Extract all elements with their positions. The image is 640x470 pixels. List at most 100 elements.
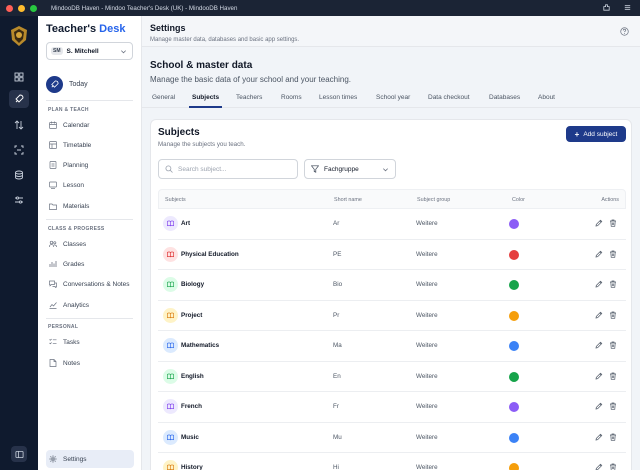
edit-icon[interactable] [595,219,603,227]
subject-group-filter[interactable]: Fachgruppe [304,159,396,179]
subject-group: Weitere [416,342,438,349]
table-row[interactable]: Music Mu Weitere [158,423,626,453]
trash-icon[interactable] [609,463,617,470]
search-icon [165,165,173,173]
trash-icon[interactable] [609,219,617,227]
edit-icon[interactable] [595,463,603,470]
tab-teachers[interactable]: Teachers [236,94,263,101]
sidebar-item-today[interactable]: Today [46,76,88,93]
subject-group: Weitere [416,403,438,410]
minimize-window-button[interactable] [18,4,25,12]
extensions-icon[interactable] [602,3,611,12]
sidebar-item-analytics[interactable]: Analytics [46,298,134,312]
sidebar-item-calendar[interactable]: Calendar [46,118,134,132]
sidebar-item-grades[interactable]: Grades [46,257,134,271]
rail-rocket-icon[interactable] [9,90,29,108]
subject-name: History [181,464,203,470]
edit-icon[interactable] [595,280,603,288]
subject-color-swatch [509,432,519,443]
sidebar-item-notes[interactable]: Notes [46,356,134,370]
plus-icon: + [574,129,580,139]
page-subtitle: Manage master data, databases and basic … [150,37,300,43]
user-select[interactable]: SM S. Mitchell [46,42,133,60]
subject-group: Weitere [416,250,438,258]
edit-icon[interactable] [595,311,603,319]
edit-icon[interactable] [595,433,603,441]
subject-color-swatch [509,371,519,382]
subjects-card: Subjects Manage the subjects you teach. … [150,119,632,470]
table-row[interactable]: Project Pr Weitere [158,301,626,331]
table-row[interactable]: Art Ar Weitere [158,209,626,240]
edit-icon[interactable] [595,250,603,258]
card-subtitle: Manage the subjects you teach. [158,141,246,148]
notes-icon [49,359,57,367]
table-row[interactable]: French Fr Weitere [158,392,626,423]
timetable-icon [49,141,57,149]
active-tab-indicator [189,106,222,108]
subject-group: Weitere [416,372,438,380]
rail-dashboard-icon[interactable] [9,68,29,86]
sidebar-item-lesson[interactable]: Lesson [46,178,134,192]
rail-scan-icon[interactable] [9,141,29,159]
sidebar-item-classes[interactable]: Classes [46,237,134,251]
sidebar-item-settings[interactable]: Settings [46,450,134,468]
subject-short-name: Hi [333,464,339,470]
help-icon[interactable] [620,27,629,36]
tab-general[interactable]: General [152,94,176,101]
table-row[interactable]: Mathematics Ma Weitere [158,331,626,362]
table-row[interactable]: History Hi Weitere [158,453,626,470]
trash-icon[interactable] [609,311,617,319]
tab-about[interactable]: About [538,94,555,101]
app-rail [0,16,38,470]
rail-sliders-icon[interactable] [9,191,29,209]
table-row[interactable]: Biology Bio Weitere [158,270,626,301]
trash-icon[interactable] [609,433,617,441]
trash-icon[interactable] [609,280,617,288]
table-row[interactable]: Physical Education PE Weitere [158,240,626,270]
rail-sync-icon[interactable] [9,116,29,134]
trash-icon[interactable] [609,341,617,349]
sidebar-item-tasks[interactable]: Tasks [46,335,134,349]
add-subject-button[interactable]: + Add subject [566,126,626,142]
maximize-window-button[interactable] [30,4,37,12]
section-subtitle: Manage the basic data of your school and… [150,75,352,84]
search-input[interactable] [178,165,288,173]
chat-icon [49,280,57,288]
table-row[interactable]: English En Weitere [158,362,626,392]
edit-icon[interactable] [595,372,603,380]
tab-subjects[interactable]: Subjects [192,94,220,101]
subject-group: Weitere [416,433,438,441]
filter-icon [311,165,319,173]
sidebar-item-label: Settings [63,455,87,463]
subject-group: Weitere [416,464,438,470]
book-icon [163,338,178,353]
tab-lesson-times[interactable]: Lesson times [319,94,358,101]
window-menu-icon[interactable] [623,3,632,12]
book-icon [163,246,178,262]
trash-icon[interactable] [609,250,617,258]
add-subject-label: Add subject [583,130,618,138]
divider [46,318,133,319]
sidebar-item-conversations[interactable]: Conversations & Notes [46,277,134,291]
rail-database-icon[interactable] [9,166,29,184]
edit-icon[interactable] [595,341,603,349]
tab-data-checkout[interactable]: Data checkout [428,94,470,101]
trash-icon[interactable] [609,402,617,410]
trash-icon[interactable] [609,372,617,380]
toggle-sidebar-icon[interactable] [11,446,27,462]
divider [46,100,133,101]
tab-rooms[interactable]: Rooms [281,94,302,101]
sidebar-item-timetable[interactable]: Timetable [46,138,134,152]
close-window-button[interactable] [6,4,13,12]
tab-school-year[interactable]: School year [376,94,411,101]
sidebar-item-materials[interactable]: Materials [46,199,134,213]
edit-icon[interactable] [595,402,603,410]
user-name: S. Mitchell [66,47,99,55]
subject-short-name: Ar [333,220,340,227]
subject-name: Project [181,311,203,319]
subject-color-swatch [509,463,519,470]
tab-databases[interactable]: Databases [489,94,521,101]
sidebar-item-label: Calendar [63,121,90,129]
sidebar-item-planning[interactable]: Planning [46,158,134,172]
classes-icon [49,240,57,248]
